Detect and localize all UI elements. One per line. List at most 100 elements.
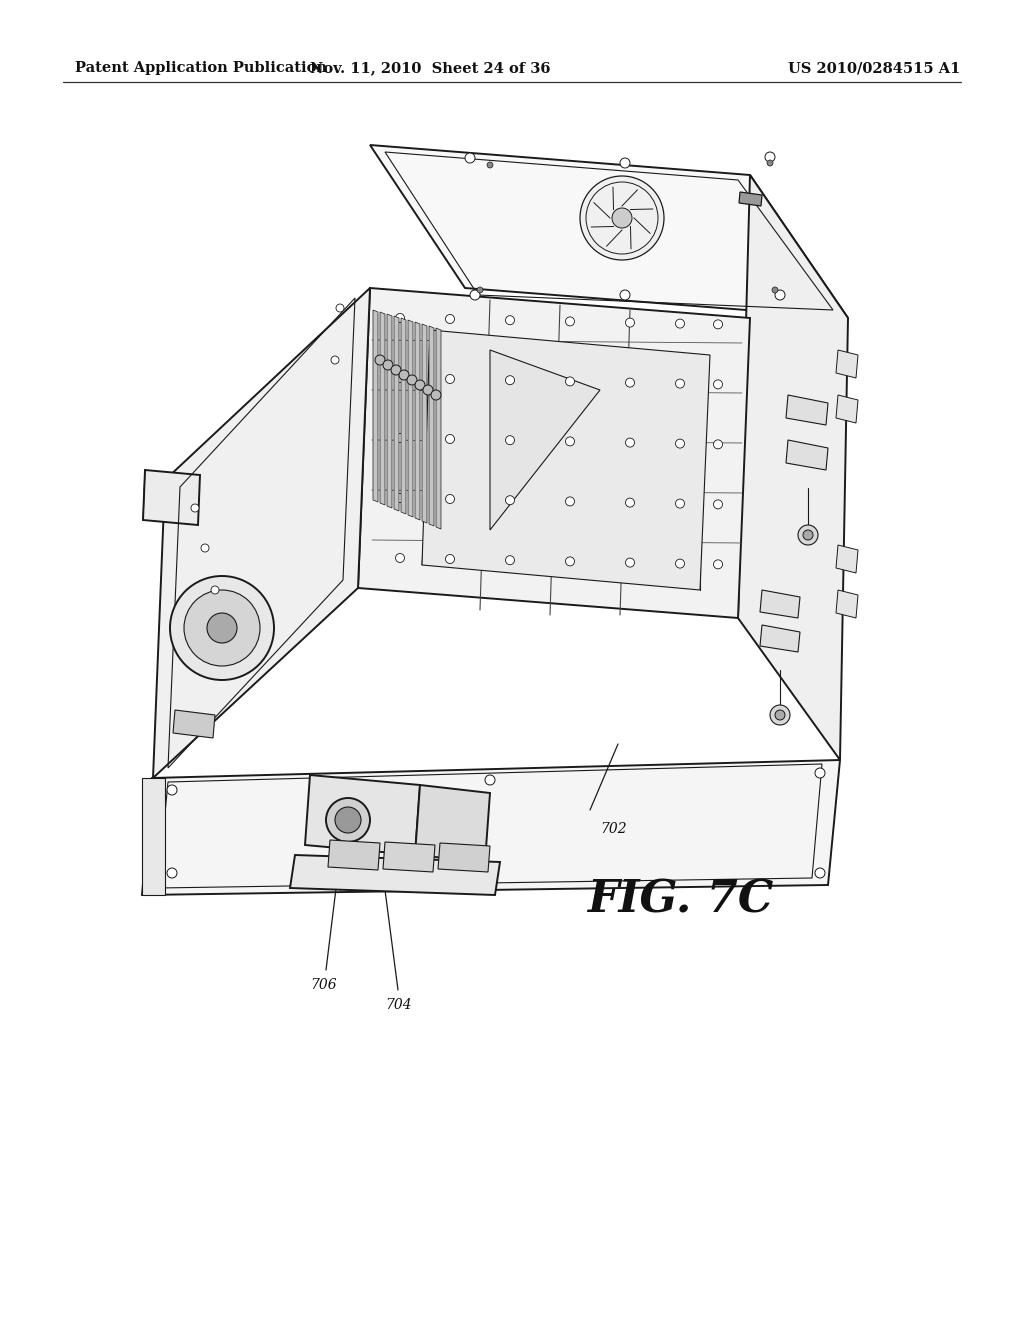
Circle shape	[191, 504, 199, 512]
Polygon shape	[408, 319, 413, 517]
Circle shape	[803, 531, 813, 540]
Circle shape	[395, 494, 404, 503]
Circle shape	[167, 869, 177, 878]
Circle shape	[170, 576, 274, 680]
Polygon shape	[836, 350, 858, 378]
Circle shape	[676, 560, 684, 568]
Polygon shape	[760, 590, 800, 618]
Circle shape	[767, 160, 773, 166]
Polygon shape	[415, 322, 420, 520]
Polygon shape	[358, 288, 750, 618]
Polygon shape	[490, 350, 600, 531]
Circle shape	[431, 389, 441, 400]
Circle shape	[415, 380, 425, 389]
Polygon shape	[328, 840, 380, 870]
Circle shape	[565, 557, 574, 566]
Circle shape	[612, 209, 632, 228]
Circle shape	[580, 176, 664, 260]
Text: 702: 702	[600, 822, 627, 836]
Polygon shape	[290, 855, 500, 895]
Polygon shape	[380, 312, 385, 506]
Polygon shape	[738, 176, 848, 760]
Polygon shape	[373, 310, 378, 502]
Polygon shape	[429, 326, 434, 525]
Polygon shape	[370, 145, 848, 318]
Polygon shape	[401, 318, 406, 513]
Text: 704: 704	[385, 998, 412, 1012]
Polygon shape	[173, 710, 215, 738]
Polygon shape	[394, 315, 399, 511]
Circle shape	[714, 500, 723, 510]
Text: Patent Application Publication: Patent Application Publication	[75, 61, 327, 75]
Circle shape	[626, 318, 635, 327]
Circle shape	[445, 554, 455, 564]
Circle shape	[184, 590, 260, 667]
Circle shape	[375, 355, 385, 366]
Circle shape	[331, 356, 339, 364]
Polygon shape	[786, 440, 828, 470]
Circle shape	[565, 378, 574, 385]
Circle shape	[714, 560, 723, 569]
Polygon shape	[422, 323, 427, 523]
Text: Nov. 11, 2010  Sheet 24 of 36: Nov. 11, 2010 Sheet 24 of 36	[309, 61, 550, 75]
Circle shape	[506, 556, 514, 565]
Circle shape	[395, 374, 404, 383]
Text: US 2010/0284515 A1: US 2010/0284515 A1	[787, 61, 961, 75]
Circle shape	[565, 496, 574, 506]
Circle shape	[445, 375, 455, 384]
Circle shape	[477, 286, 483, 293]
Circle shape	[167, 785, 177, 795]
Polygon shape	[836, 590, 858, 618]
Circle shape	[445, 495, 455, 503]
Text: 706: 706	[310, 978, 337, 993]
Polygon shape	[438, 843, 490, 873]
Circle shape	[714, 319, 723, 329]
Circle shape	[626, 558, 635, 568]
Circle shape	[391, 366, 401, 375]
Circle shape	[407, 375, 417, 385]
Circle shape	[620, 290, 630, 300]
Polygon shape	[836, 395, 858, 422]
Circle shape	[620, 158, 630, 168]
Circle shape	[395, 314, 404, 322]
Circle shape	[770, 705, 790, 725]
Polygon shape	[415, 785, 490, 862]
Polygon shape	[836, 545, 858, 573]
Circle shape	[565, 437, 574, 446]
Circle shape	[207, 612, 237, 643]
Circle shape	[445, 314, 455, 323]
Circle shape	[506, 376, 514, 384]
Circle shape	[201, 544, 209, 552]
Circle shape	[626, 498, 635, 507]
Circle shape	[335, 807, 361, 833]
Circle shape	[626, 378, 635, 387]
Circle shape	[395, 553, 404, 562]
Circle shape	[676, 379, 684, 388]
Circle shape	[815, 768, 825, 777]
Circle shape	[485, 873, 495, 883]
Circle shape	[714, 380, 723, 389]
Polygon shape	[383, 842, 435, 873]
Polygon shape	[739, 191, 762, 206]
Polygon shape	[760, 624, 800, 652]
Circle shape	[336, 304, 344, 312]
Circle shape	[211, 586, 219, 594]
Polygon shape	[305, 775, 420, 855]
Circle shape	[775, 710, 785, 719]
Circle shape	[506, 436, 514, 445]
Polygon shape	[786, 395, 828, 425]
Circle shape	[485, 775, 495, 785]
Circle shape	[765, 152, 775, 162]
Circle shape	[626, 438, 635, 447]
Circle shape	[399, 370, 409, 380]
Circle shape	[326, 799, 370, 842]
Circle shape	[445, 434, 455, 444]
Circle shape	[714, 440, 723, 449]
Circle shape	[487, 162, 493, 168]
Circle shape	[470, 290, 480, 300]
Circle shape	[798, 525, 818, 545]
Circle shape	[676, 499, 684, 508]
Text: FIG. 7C: FIG. 7C	[587, 879, 773, 921]
Circle shape	[772, 286, 778, 293]
Circle shape	[395, 433, 404, 442]
